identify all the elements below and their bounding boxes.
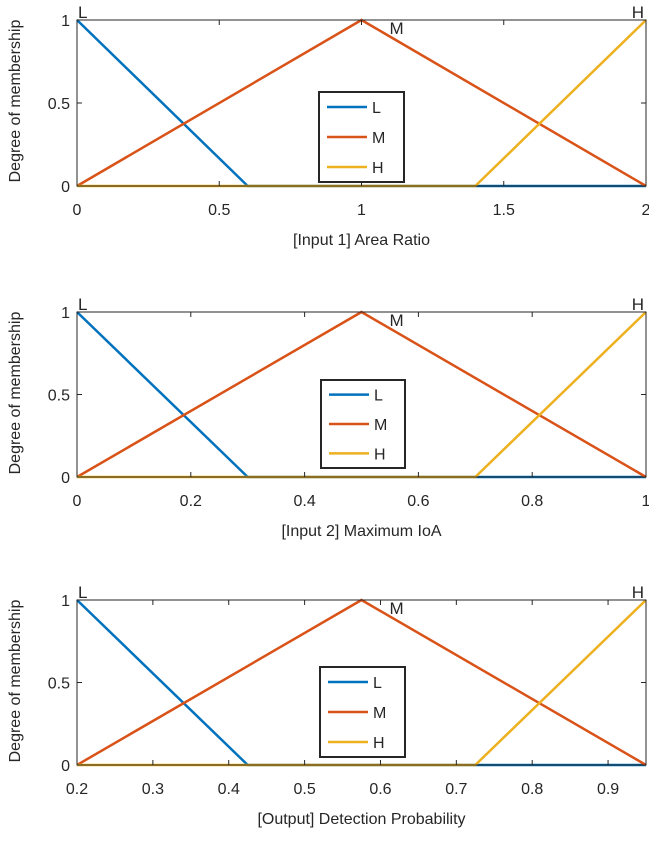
annotation-H: H [632,583,644,602]
y-tick-label: 1 [61,593,70,610]
x-tick-label: 1 [642,493,649,510]
y-tick-label: 0.5 [48,676,70,693]
legend: LMH [320,379,406,469]
y-tick-label: 0 [61,470,70,487]
y-tick-label: 0 [61,179,70,196]
annotation-L: L [78,583,87,602]
legend-label-M: M [373,705,386,722]
x-tick-label: 0.6 [369,781,391,798]
x-tick-label: 0.9 [597,781,619,798]
legend-label-M: M [372,130,385,147]
y-axis-label: Degree of membership [7,20,24,183]
y-tick-label: 0.5 [48,388,70,405]
legend-label-H: H [372,160,384,177]
annotation-M: M [390,599,404,618]
x-tick-label: 0.2 [66,781,88,798]
x-tick-label: 0.4 [218,781,240,798]
x-tick-label: 1 [357,202,366,219]
legend-label-H: H [374,446,386,463]
y-tick-label: 0 [61,758,70,775]
x-axis-label: [Input 2] Maximum IoA [281,523,441,540]
chart-panel-1: 0 0.5 1 1.5 2 0 0.5 1 [Input 1] Area Ratio Degree… [7,3,649,249]
x-axis-label: [Output] Detection Probability [257,811,465,828]
x-tick-label: 0.8 [521,781,543,798]
x-tick-label: 0.6 [407,493,429,510]
chart-panel-3: 0.2 0.3 0.4 0.5 0.6 0.7 0.8 0.9 0 0.5 1 [Output] De… [7,583,647,828]
legend-label-H: H [373,735,385,752]
x-tick-label: 0.7 [445,781,467,798]
x-tick-label: 0.5 [293,781,315,798]
x-tick-label: 0.8 [521,493,543,510]
legend-label-L: L [372,100,381,117]
x-tick-label: 2 [642,202,649,219]
x-tick-label: 0.3 [142,781,164,798]
annotation-H: H [632,3,644,22]
y-axis-label: Degree of membership [7,600,24,763]
y-tick-label: 1 [61,13,70,30]
x-tick-label: 0 [73,493,82,510]
x-tick-label: 0 [73,202,82,219]
x-tick-label: 1.5 [493,202,515,219]
annotation-H: H [632,295,644,314]
y-axis-label: Degree of membership [7,312,24,475]
y-tick-label: 0.5 [48,96,70,113]
legend-label-L: L [373,675,382,692]
chart-panel-2: 0 0.2 0.4 0.6 0.8 1 0 0.5 1 [Input 2] Maximum IoA… [7,295,649,540]
y-tick-label: 1 [61,305,70,322]
x-tick-label: 0.5 [208,202,230,219]
annotation-M: M [390,311,404,330]
annotation-L: L [78,3,87,22]
legend: LMH [318,91,405,183]
x-axis-label: [Input 1] Area Ratio [293,232,430,249]
annotation-M: M [390,19,404,38]
annotation-L: L [78,295,87,314]
x-tick-label: 0.2 [180,493,202,510]
legend-label-M: M [374,417,387,434]
legend-label-L: L [374,388,383,405]
legend: LMH [319,666,406,758]
x-tick-label: 0.4 [293,493,315,510]
